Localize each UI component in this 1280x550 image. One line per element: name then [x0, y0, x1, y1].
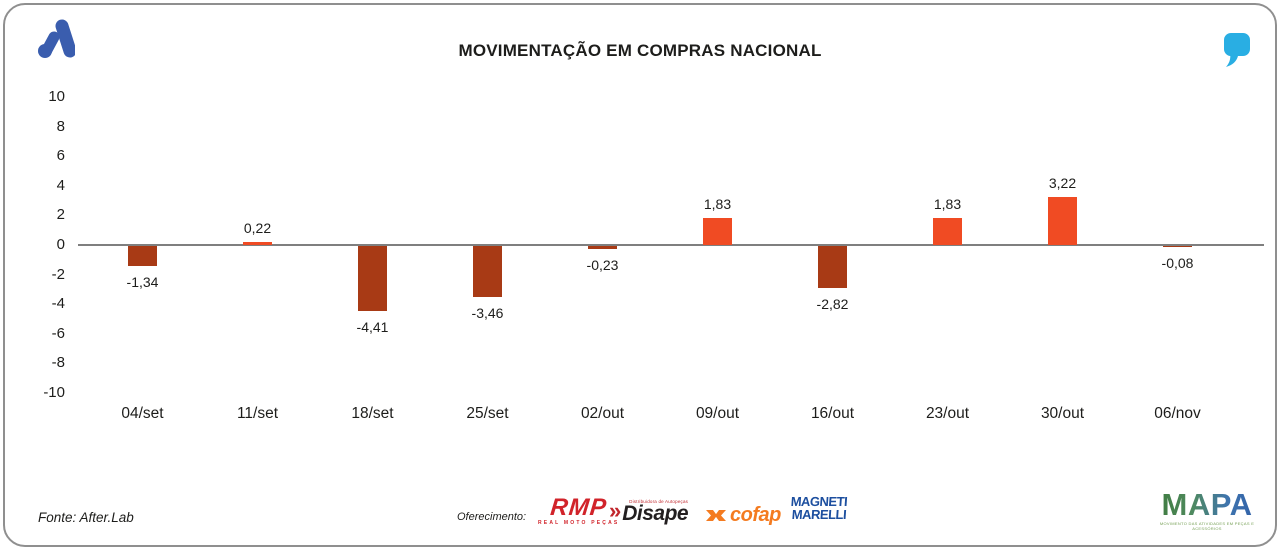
bar — [128, 246, 157, 266]
bar-value-label: -2,82 — [816, 295, 849, 312]
rmp-logo-tagline: REAL MOTO PEÇAS — [538, 520, 620, 526]
y-axis-tick-label: 6 — [56, 147, 65, 165]
bar — [358, 246, 387, 312]
y-axis-tick-label: 10 — [48, 88, 65, 105]
bar — [1163, 246, 1192, 248]
zero-axis-line — [78, 244, 1264, 246]
bar-value-label: -0,23 — [586, 257, 619, 274]
y-axis-tick-label: -10 — [43, 384, 65, 401]
y-axis-tick-label: -2 — [51, 265, 65, 283]
bar — [473, 246, 502, 298]
x-axis-tick-label: 30/out — [1040, 405, 1085, 422]
y-axis-tick-label: 8 — [56, 117, 65, 135]
source-note: Fonte: After.Lab — [38, 510, 134, 525]
cofap-logo-name: cofap — [730, 504, 781, 526]
magneti-marelli-logo: MAGNETI MARELLI — [788, 494, 850, 522]
disape-logo-name: Disape — [622, 502, 689, 525]
bar — [818, 246, 847, 288]
disape-logo: » Distribuidora de Autopeças Disape — [609, 498, 689, 525]
mapa-logo: MAPA MOVIMENTO DAS ATIVIDADES EM PEÇAS E… — [1155, 489, 1259, 531]
x-axis-tick-label: 04/set — [121, 405, 164, 422]
x-axis-tick-label: 16/out — [810, 405, 855, 422]
bar-value-label: -1,34 — [126, 273, 159, 290]
quote-icon — [1224, 33, 1250, 67]
bar-value-label: 1,83 — [933, 195, 962, 212]
bar-value-label: 3,22 — [1048, 175, 1077, 192]
x-axis-tick-label: 18/set — [351, 405, 394, 422]
y-axis-tick-label: -4 — [51, 295, 65, 313]
bar-value-label: -4,41 — [356, 319, 389, 336]
bar — [588, 246, 617, 250]
y-axis-tick-label: 2 — [56, 206, 65, 224]
after-lab-logo-icon — [38, 19, 75, 58]
y-axis-tick-label: -8 — [51, 354, 65, 372]
rmp-logo: RMP REAL MOTO PEÇAS — [538, 494, 620, 526]
bar — [933, 217, 962, 245]
disape-logo-tagline: Distribuidora de Autopeças — [629, 499, 689, 504]
magneti-logo-line2: MARELLI — [791, 507, 847, 522]
y-axis-tick-label: 4 — [56, 176, 65, 194]
x-axis-tick-label: 23/out — [925, 405, 970, 422]
offering-label: Oferecimento: — [457, 511, 527, 523]
cofap-logo: cofap — [705, 504, 781, 527]
bar — [703, 217, 732, 245]
x-axis-tick-label: 25/set — [466, 405, 509, 422]
disape-chevrons-icon: » — [609, 498, 622, 523]
y-axis-tick-label: -6 — [51, 324, 65, 342]
x-axis-tick-label: 02/out — [580, 405, 625, 422]
bar — [243, 241, 272, 245]
mapa-logo-name: MAPA — [1155, 489, 1259, 520]
bar-value-label: 0,22 — [243, 219, 272, 236]
bar-value-label: -0,08 — [1161, 255, 1194, 272]
cofap-x-icon — [706, 510, 726, 521]
x-axis-tick-label: 06/nov — [1154, 405, 1201, 422]
bar-value-label: 1,83 — [703, 195, 732, 212]
mapa-logo-tagline: MOVIMENTO DAS ATIVIDADES EM PEÇAS E ACES… — [1159, 521, 1255, 531]
x-axis-tick-label: 11/set — [236, 405, 279, 422]
chart-title: MOVIMENTAÇÃO EM COMPRAS NACIONAL — [458, 41, 822, 60]
y-axis-tick-label: 0 — [56, 236, 65, 253]
x-axis-tick-label: 09/out — [695, 405, 740, 422]
bar-value-label: -3,46 — [471, 305, 504, 322]
bar — [1048, 197, 1077, 245]
chart-card: MOVIMENTAÇÃO EM COMPRAS NACIONAL 10 8 6 4 2 0… — [3, 3, 1277, 547]
